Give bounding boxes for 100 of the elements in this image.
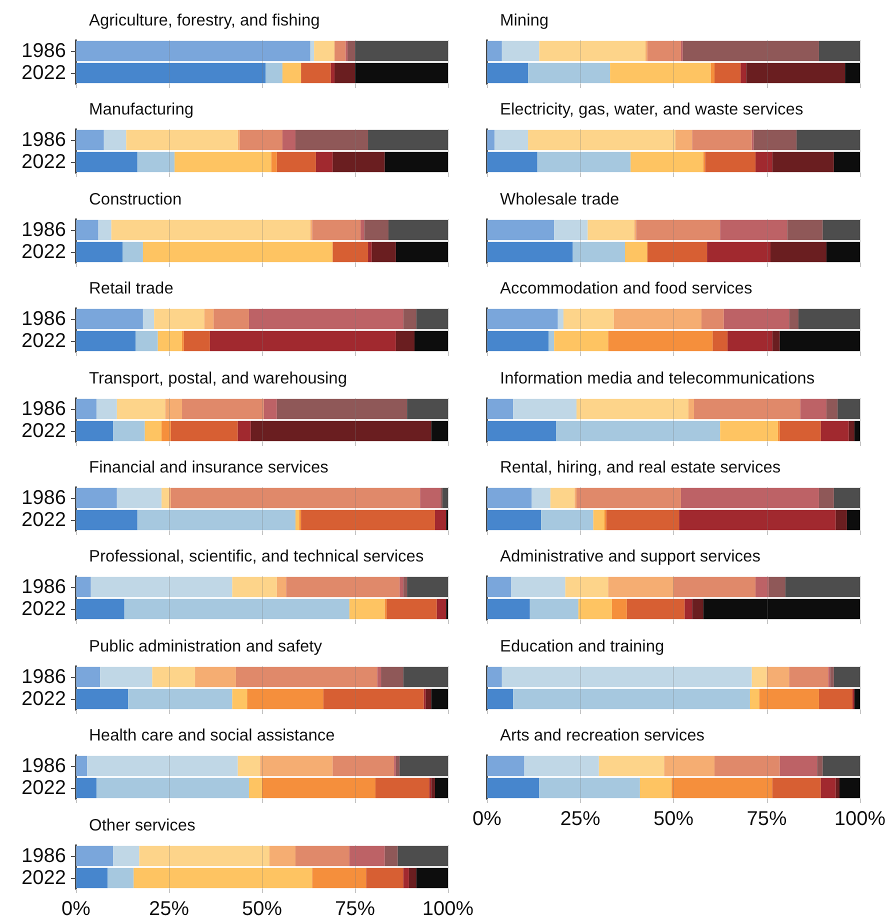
bar [431, 778, 435, 798]
bar [487, 577, 512, 598]
bar [682, 40, 819, 62]
bar [487, 666, 502, 687]
bar [846, 510, 860, 530]
y-tick-label: 2022 [22, 866, 66, 889]
bar [598, 756, 664, 776]
chart-title: Agriculture, forestry, and fishing [89, 12, 320, 30]
bar [111, 220, 310, 240]
bar [772, 152, 834, 173]
bar [688, 398, 694, 419]
bar [487, 420, 556, 441]
bar [282, 62, 302, 84]
bar [431, 688, 448, 709]
bar [334, 62, 355, 84]
bar [728, 331, 772, 352]
bar [766, 666, 790, 687]
y-tick-label: 1986 [22, 40, 66, 62]
bar [740, 62, 746, 84]
bar [76, 331, 136, 352]
bar [332, 152, 385, 173]
bar [647, 40, 681, 62]
bar [818, 40, 860, 62]
bar [487, 778, 540, 798]
y-tick-label: 1986 [22, 666, 66, 688]
bar [76, 62, 266, 84]
bar [269, 845, 296, 866]
bar [707, 242, 770, 262]
chart-title: Manufacturing [89, 100, 194, 119]
bar [388, 220, 448, 240]
bar [680, 488, 819, 508]
x-tick-label: 0% [62, 898, 91, 918]
bar [487, 510, 542, 530]
bar [232, 577, 277, 598]
bar [96, 398, 117, 419]
bar [403, 577, 408, 598]
bar [826, 242, 860, 262]
bar [820, 778, 836, 798]
bar [276, 152, 316, 173]
bar [487, 62, 528, 84]
bar [232, 688, 248, 709]
y-tick-label: 1986 [22, 844, 66, 867]
y-tick-label: 2022 [22, 62, 66, 84]
bar [612, 599, 627, 620]
bar [692, 599, 704, 620]
bar [76, 488, 117, 508]
bar [487, 756, 524, 776]
chart-title: Financial and insurance services [89, 458, 328, 476]
bar [165, 398, 182, 419]
bar [530, 599, 578, 620]
y-tick-label: 1986 [22, 398, 66, 420]
bar [576, 398, 688, 419]
bar [76, 577, 91, 598]
bar [724, 309, 790, 330]
bar [839, 778, 860, 798]
bar [817, 756, 823, 776]
bar [789, 309, 798, 330]
bar [262, 778, 376, 798]
bar [372, 242, 396, 262]
bar [487, 309, 558, 330]
y-tick-label: 2022 [22, 420, 66, 442]
bar [436, 599, 446, 620]
bar [822, 756, 860, 776]
bar [679, 510, 836, 530]
bar [139, 845, 270, 866]
bar [768, 577, 786, 598]
bar [830, 666, 834, 687]
bar [384, 152, 448, 173]
bar [108, 867, 134, 888]
bar [76, 778, 96, 798]
y-tick-label: 1986 [22, 129, 66, 152]
y-tick-label: 2022 [22, 688, 66, 710]
bar [789, 666, 828, 687]
chart-title: Professional, scientific, and technical services [89, 548, 424, 566]
bar [282, 130, 296, 151]
bar [752, 666, 767, 687]
bar [250, 420, 432, 441]
bar [214, 309, 249, 330]
bar [511, 577, 566, 598]
bar [142, 309, 154, 330]
bar [330, 62, 335, 84]
chart-title: Information media and telecommunications [500, 369, 815, 388]
bar [128, 688, 232, 709]
chart-title: Public administration and safety [89, 637, 323, 656]
bar [87, 756, 238, 776]
bar [845, 62, 860, 84]
bar [349, 599, 385, 620]
bar [756, 152, 772, 173]
bar [780, 420, 821, 441]
bar [154, 309, 204, 330]
chart-title: Administrative and support services [500, 548, 760, 566]
bar [236, 666, 378, 687]
bar [76, 666, 100, 687]
bar [248, 309, 404, 330]
chart-title: Wholesale trade [500, 190, 620, 208]
bar [770, 242, 826, 262]
bar [312, 867, 366, 888]
bar [820, 420, 849, 441]
bar [76, 130, 104, 151]
chart-title: Other services [89, 816, 196, 834]
